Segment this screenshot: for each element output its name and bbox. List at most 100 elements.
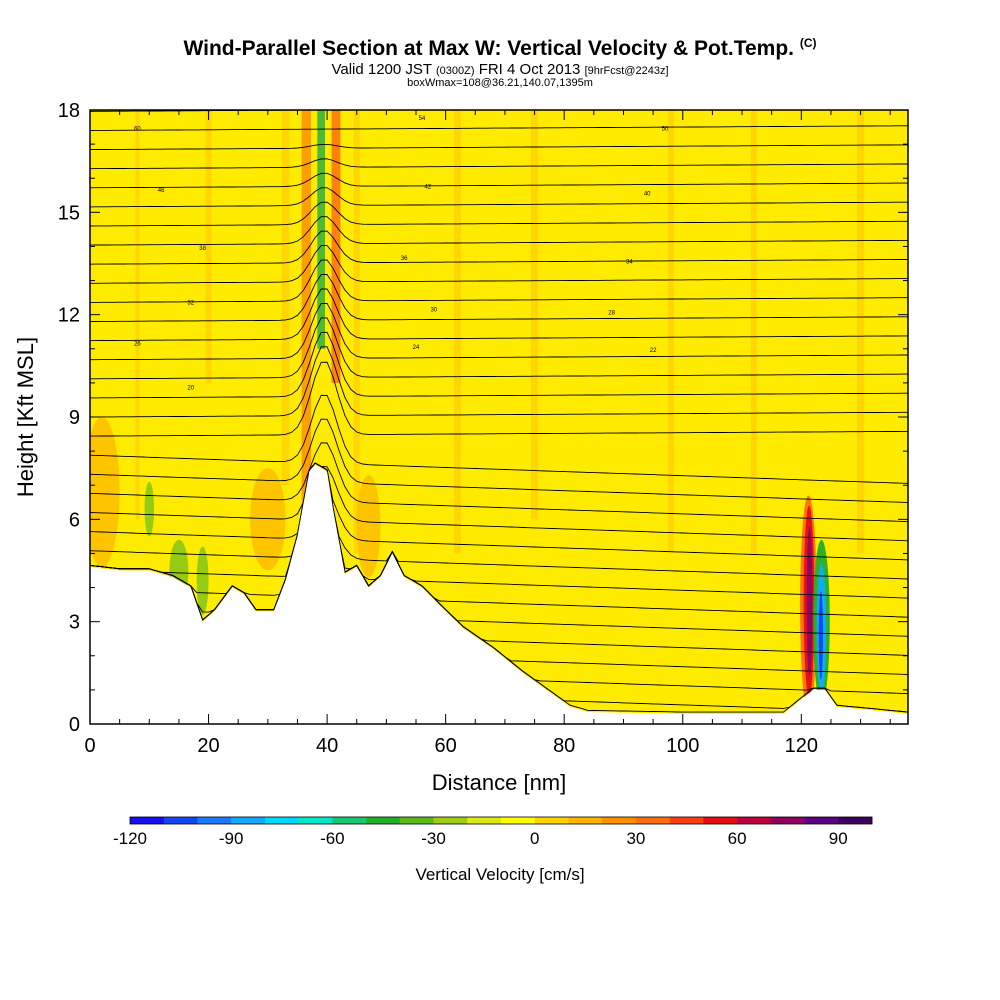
downdraft-patch [196,546,209,615]
colorbar-swatch [770,817,805,824]
y-tick-label: 15 [58,202,80,224]
colorbar-swatch [838,817,873,824]
colorbar-tick-label: -30 [421,829,446,848]
downdraft-patch [144,481,155,537]
theta-contour [90,172,908,189]
theta-contour [90,361,908,437]
terrain-mask [90,464,908,724]
theta-label: 46 [158,188,165,194]
couplet-cell [818,590,823,680]
theta-contour [90,143,908,151]
x-tick-label: 60 [435,735,457,757]
colorbar-swatch [231,817,266,824]
velocity-streak [750,110,757,554]
velocity-streak [135,110,140,520]
colorbar-swatch [366,817,401,824]
theta-label: 32 [187,300,194,306]
velocity-streak [667,110,674,554]
y-tick-label: 12 [58,305,80,327]
theta-contour [90,442,908,523]
theta-contour [90,394,908,484]
copyright-mark: (C) [799,36,817,50]
theta-contour [90,158,908,170]
colorbar-tick-label: 30 [626,829,645,848]
x-tick-label: 0 [84,735,95,757]
theta-label: 26 [134,341,141,347]
velocity-streak [531,110,539,520]
x-tick-label: 100 [666,735,699,757]
theta-contour [90,462,908,542]
velocity-streak [353,110,360,554]
theta-contour [90,245,908,284]
theta-contour [90,201,908,227]
theta-label: 30 [430,307,437,313]
forecast-label: [9hrFcst@2243z] [584,65,669,77]
theta-label: 36 [401,256,408,262]
y-tick-label: 3 [69,612,80,634]
theta-contour [90,216,908,246]
valid-zulu-label: (0300Z) [435,65,475,77]
colorbar-swatch [737,817,772,824]
x-tick-label: 40 [316,735,338,757]
chart-subtitle: Valid 1200 JST (0300Z) FRI 4 Oct 2013 [9… [0,61,1000,78]
theta-contour [90,259,908,303]
colorbar-swatch [298,817,333,824]
theta-contour [90,346,908,418]
colorbar-tick-label: -60 [320,829,345,848]
x-tick-label: 120 [785,735,818,757]
colorbar-swatch [602,817,637,824]
updraft-patch [356,474,381,578]
colorbar-tick-label: 60 [728,829,747,848]
colorbar-swatch [399,817,434,824]
y-tick-label: 9 [69,407,80,429]
theta-contour [90,418,908,504]
colorbar-swatch [534,817,569,824]
theta-label: 42 [425,184,432,190]
chart-title: Wind-Parallel Section at Max W: Vertical… [0,36,1000,61]
velocity-streak [453,110,462,554]
theta-label: 34 [626,260,633,266]
x-axis-title: Distance [nm] [432,770,567,795]
colorbar-swatch [703,817,738,824]
theta-label: 28 [608,311,615,317]
colorbar-tick-label: 0 [530,829,539,848]
colorbar-swatch [635,817,670,824]
theta-contour [90,462,908,580]
velocity-streak [857,110,865,554]
y-axis-title: Height [Kft MSL] [13,337,38,497]
colorbar-title: Vertical Velocity [cm/s] [415,865,584,884]
potential-temperature-contours: 60 54 50 46 42 40 38 36 34 32 30 28 26 24 22 20 [90,110,908,713]
updraft-patch [90,417,120,568]
updraft-patch [250,468,286,571]
theta-contour [90,462,908,599]
theta-label: 24 [413,345,420,351]
colorbar-swatch [264,817,299,824]
colorbar-swatch [130,817,165,824]
theta-contour [90,462,908,618]
colorbar-swatch [332,817,367,824]
colorbar-swatch [568,817,603,824]
colorbar-swatch [467,817,502,824]
colorbar-swatch [501,817,536,824]
colorbar-swatch [163,817,198,824]
colorbar-swatch [433,817,468,824]
y-tick-label: 18 [58,100,80,122]
theta-contour [90,274,908,322]
velocity-streak [301,110,312,588]
box-max-label: boxWmax=108@36.21,140.07,1395m [0,77,1000,89]
box-max-text: boxWmax=108@36.21,140.07,1395m [407,77,593,89]
velocity-streak [205,110,212,383]
theta-label: 22 [650,348,657,354]
theta-label: 50 [662,126,669,132]
x-tick-label: 80 [553,735,575,757]
theta-label: 54 [419,116,426,122]
valid-date-label: FRI 4 Oct 2013 [478,61,581,78]
y-tick-label: 6 [69,509,80,531]
theta-label: 20 [187,386,194,392]
colorbar: -120 -90 -60 -30 0 30 60 90 [113,816,873,848]
x-tick-label: 20 [197,735,219,757]
valid-time-label: Valid 1200 JST [331,61,432,78]
theta-label: 60 [134,126,141,132]
theta-contour [90,302,908,361]
colorbar-tick-label: -90 [219,829,244,848]
